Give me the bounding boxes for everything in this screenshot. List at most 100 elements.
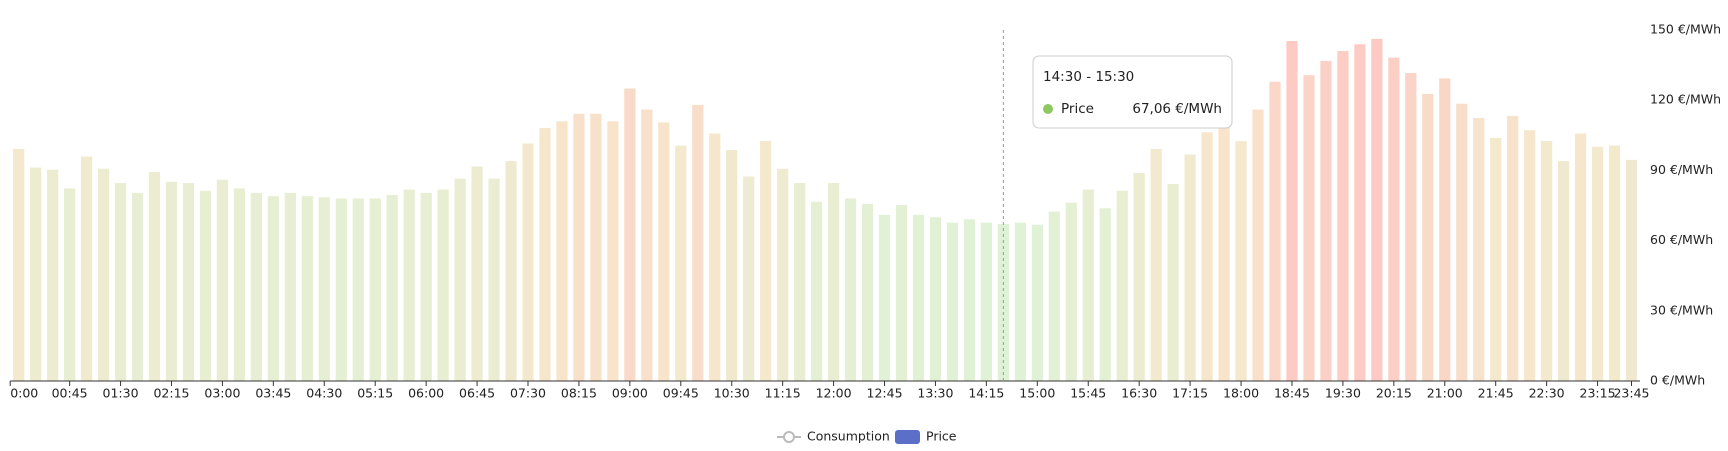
bar <box>709 133 721 381</box>
x-tick-label: 19:30 <box>1325 386 1361 401</box>
bar <box>946 222 959 381</box>
bar <box>80 156 93 381</box>
bar <box>1558 161 1570 381</box>
x-tick-label: 01:30 <box>103 386 139 401</box>
tooltip-value: 67,06 €/MWh <box>1132 101 1222 117</box>
bar <box>912 214 925 381</box>
bar <box>590 113 602 381</box>
bar <box>522 143 534 381</box>
y-tick-label: 90 €/MWh <box>1650 162 1713 177</box>
legend-swatch <box>895 430 920 444</box>
y-tick-label: 120 €/MWh <box>1650 92 1721 107</box>
x-tick-label: 10:30 <box>714 386 750 401</box>
x-tick-label: 05:15 <box>357 386 393 401</box>
y-tick-label: 30 €/MWh <box>1650 302 1713 317</box>
bar <box>1422 93 1434 381</box>
bar <box>352 198 364 381</box>
bar <box>13 148 25 381</box>
bar <box>454 178 466 381</box>
bar <box>1303 75 1315 382</box>
bar <box>165 181 178 381</box>
bar <box>199 190 212 381</box>
bar <box>1031 224 1043 381</box>
bar <box>1099 208 1111 381</box>
bar <box>64 188 76 381</box>
bar <box>1048 211 1060 381</box>
y-tick-label: 0 €/MWh <box>1650 373 1705 388</box>
bar <box>539 128 551 381</box>
bar <box>929 217 942 381</box>
legend-label[interactable]: Consumption <box>807 429 890 444</box>
bar <box>1082 189 1094 381</box>
bar <box>216 179 229 381</box>
x-tick-label: 17:15 <box>1172 386 1208 401</box>
x-tick-label: 06:00 <box>408 386 444 401</box>
bar <box>267 196 279 381</box>
bar <box>505 161 517 381</box>
bar <box>1252 109 1264 381</box>
bar <box>1286 40 1298 382</box>
x-tick-label: 21:45 <box>1478 386 1514 401</box>
bar <box>386 194 398 381</box>
bar <box>420 192 432 381</box>
bar <box>284 192 296 381</box>
x-tick-label: 00:45 <box>52 386 88 401</box>
bar <box>1167 183 1179 381</box>
x-tick-label: 02:15 <box>153 386 189 401</box>
x-tick-label: 20:15 <box>1376 386 1412 401</box>
bar <box>47 169 59 381</box>
bar <box>878 214 891 381</box>
x-tick-label: 14:15 <box>968 386 1004 401</box>
x-tick-label: 07:30 <box>510 386 546 401</box>
bar <box>675 145 687 381</box>
bar <box>131 192 144 381</box>
bar <box>488 178 500 381</box>
bar <box>1354 44 1366 382</box>
bar <box>1235 141 1247 381</box>
x-tick-label: 04:30 <box>306 386 342 401</box>
x-tick-label: 21:00 <box>1427 386 1463 401</box>
tooltip-series: Price <box>1061 101 1094 117</box>
bar <box>1065 202 1077 381</box>
bar <box>726 150 738 381</box>
bar <box>641 109 653 381</box>
x-tick-label: 22:30 <box>1529 386 1565 401</box>
x-tick-label: 16:30 <box>1121 386 1157 401</box>
bar <box>1507 115 1519 382</box>
bar <box>301 196 313 381</box>
bar <box>1541 141 1553 381</box>
bar <box>811 201 823 381</box>
bar <box>556 121 568 381</box>
bar <box>1269 81 1281 382</box>
bar <box>335 198 347 381</box>
bar <box>1133 172 1145 381</box>
bar <box>658 122 670 382</box>
x-tick-label: 09:00 <box>612 386 648 401</box>
bar <box>844 198 857 381</box>
x-tick-label: 09:45 <box>663 386 699 401</box>
legend-label[interactable]: Price <box>926 429 957 444</box>
x-tick-label: 12:45 <box>867 386 903 401</box>
x-tick-label: 06:45 <box>459 386 495 401</box>
x-tick-label: 15:45 <box>1070 386 1106 401</box>
bar <box>1439 78 1451 382</box>
x-tick-label: 08:15 <box>561 386 597 401</box>
bar <box>624 88 636 381</box>
bar <box>148 172 161 381</box>
bar <box>607 121 619 381</box>
bar <box>895 205 908 381</box>
bar <box>963 219 976 381</box>
legend-marker <box>783 431 795 443</box>
bar <box>692 104 704 381</box>
bar <box>861 203 874 381</box>
bar <box>250 192 262 381</box>
tooltip-dot <box>1043 104 1053 114</box>
bar <box>1591 146 1604 381</box>
bar <box>30 167 42 381</box>
bar <box>1473 117 1485 381</box>
x-tick-label: 0:00 <box>10 386 38 401</box>
bar <box>794 183 806 381</box>
bar <box>777 168 789 381</box>
bar <box>827 183 840 381</box>
